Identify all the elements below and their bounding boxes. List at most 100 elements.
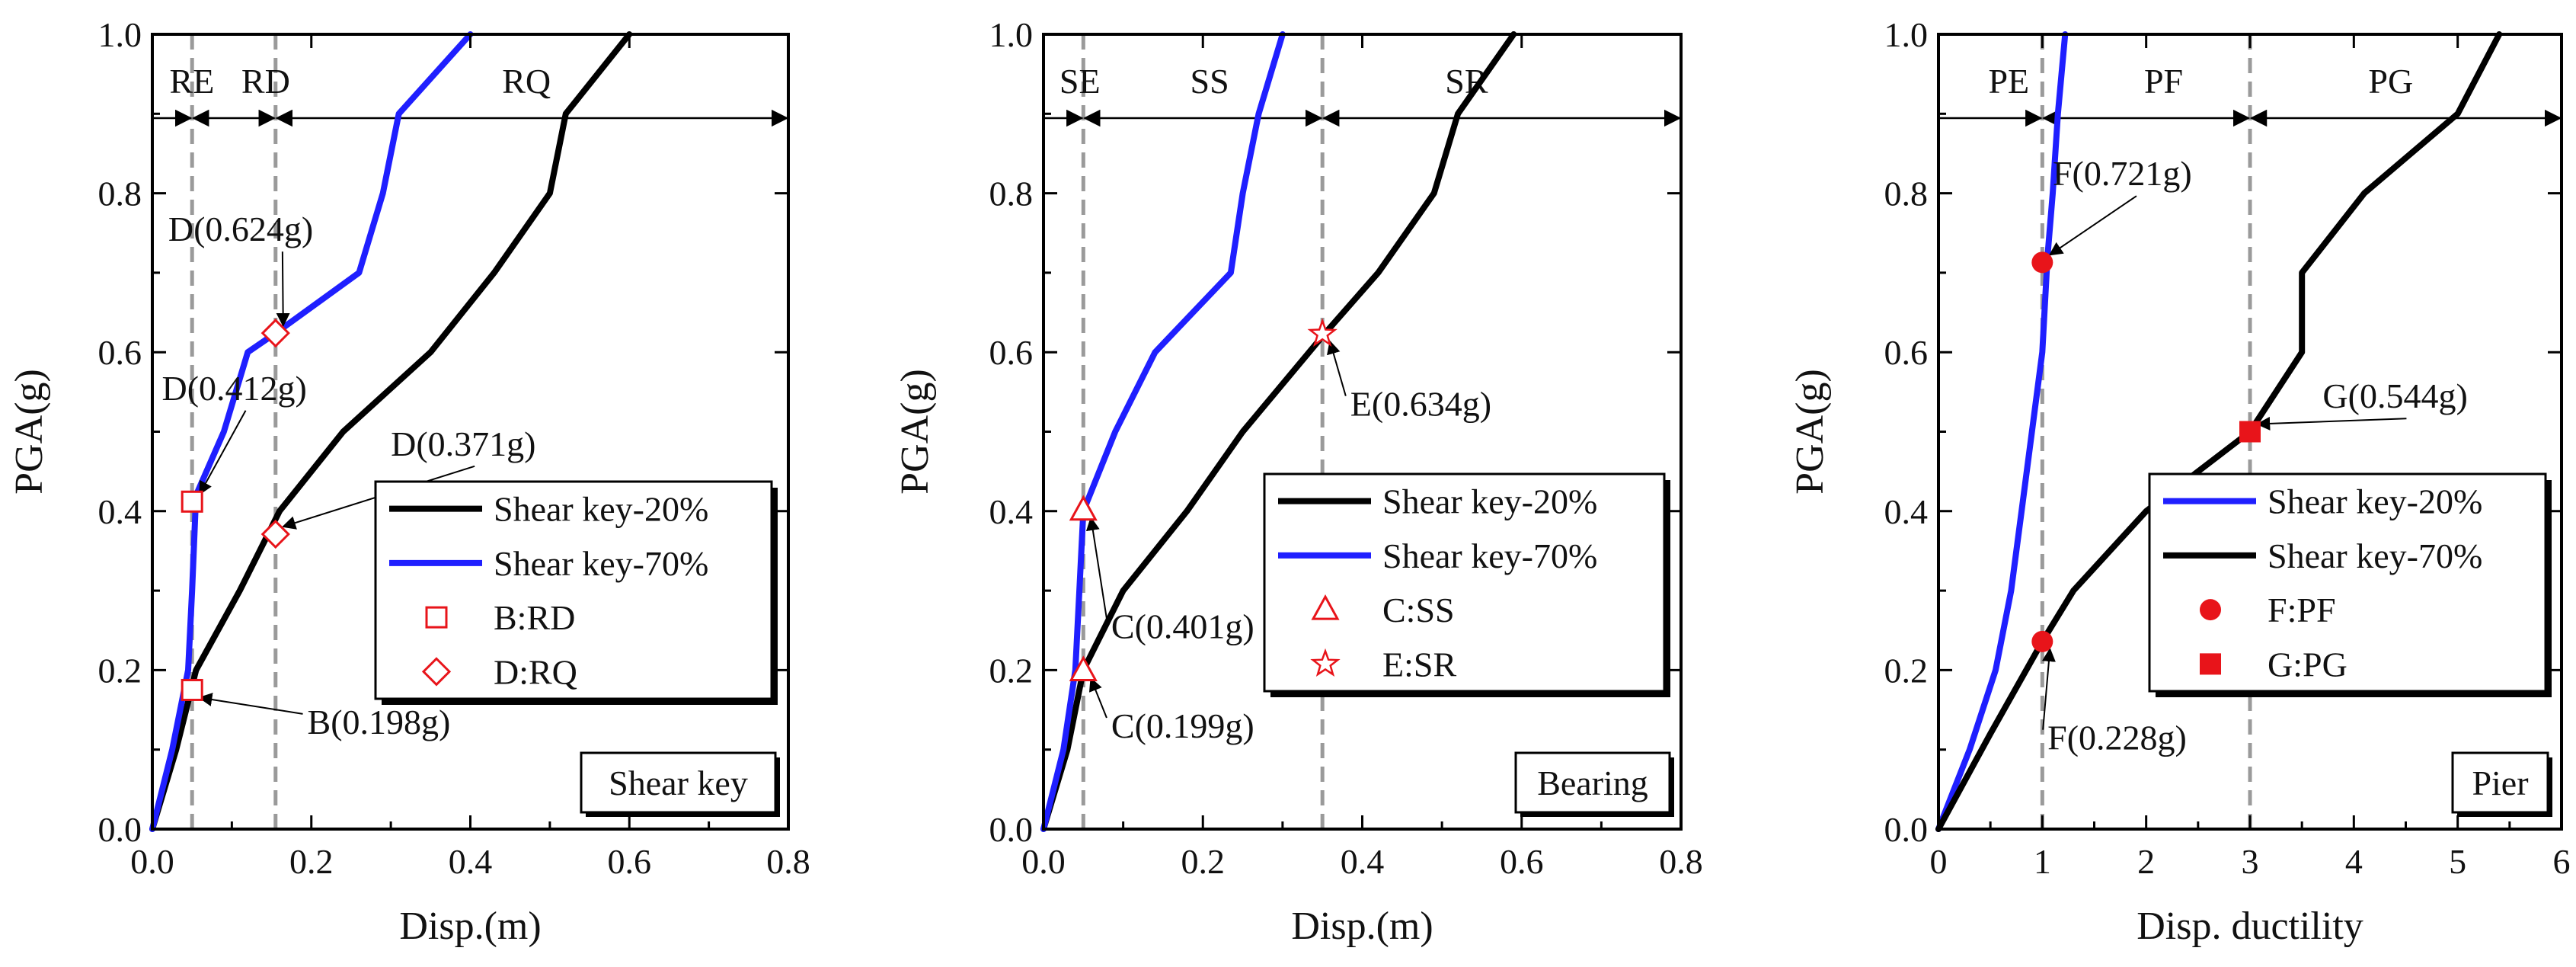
series-line-1 bbox=[1935, 31, 2069, 832]
legend-label-3: F:PF bbox=[2268, 591, 2336, 629]
legend-label-3: B:RD bbox=[494, 598, 575, 637]
legend-box bbox=[1263, 472, 1666, 693]
annotation-label-3: E(0.634g) bbox=[1350, 385, 1491, 424]
y-axis-label: PGA(g) bbox=[893, 369, 937, 495]
zone-label-3: PG bbox=[2368, 62, 2413, 101]
y-tick-label: 0.8 bbox=[989, 175, 1034, 213]
legend-label-3: C:SS bbox=[1382, 591, 1455, 629]
zone-label-2: RD bbox=[241, 62, 290, 101]
series-line-1 bbox=[1040, 31, 1517, 832]
chart-panel-3: PE PF PG F(0.721g) G(0.544g) F(0.228g) 0.0 0.2 0… bbox=[1788, 15, 2571, 948]
legend: Shear key-20% Shear key-70% C:SS E:SR bbox=[1263, 472, 1670, 697]
legend-marker-3 bbox=[1311, 594, 1340, 620]
annotation-label-2: G(0.544g) bbox=[2322, 376, 2467, 415]
annotation-arrow-3 bbox=[2041, 648, 2056, 730]
annotation-label-4: B(0.198g) bbox=[308, 703, 451, 741]
annotation-label-1: F(0.721g) bbox=[2053, 154, 2192, 193]
data-marker-3 bbox=[1307, 318, 1338, 347]
annotation-label-2: D(0.412g) bbox=[162, 369, 307, 408]
x-axis-label: Disp.(m) bbox=[399, 905, 541, 948]
y-tick-label: 0.0 bbox=[989, 810, 1034, 849]
legend-marker-4 bbox=[1310, 648, 1341, 677]
zone-label-1: SE bbox=[1059, 62, 1101, 101]
y-tick-label: 0.8 bbox=[98, 175, 142, 213]
legend-label-4: D:RQ bbox=[494, 652, 577, 691]
zone-label-3: RQ bbox=[502, 62, 551, 101]
legend-label-4: E:SR bbox=[1382, 645, 1456, 684]
series-line-2 bbox=[1935, 31, 2503, 832]
x-tick-label: 0.6 bbox=[608, 842, 652, 881]
panel-tag-label: Pier bbox=[2472, 764, 2528, 802]
legend-label-1: Shear key-20% bbox=[1382, 482, 1597, 521]
y-tick-label: 0.2 bbox=[1884, 651, 1929, 690]
x-tick-label: 0.2 bbox=[289, 842, 334, 881]
y-tick-label: 0.8 bbox=[1884, 175, 1929, 213]
legend-marker-3 bbox=[2200, 599, 2221, 621]
y-tick-label: 1.0 bbox=[1884, 15, 1929, 54]
data-marker-3 bbox=[260, 519, 290, 549]
y-tick-label: 0.4 bbox=[1884, 492, 1929, 531]
annotation-arrow-3 bbox=[1327, 340, 1347, 396]
y-tick-label: 0.0 bbox=[98, 810, 142, 849]
annotation-arrow-1 bbox=[2048, 195, 2137, 256]
panel-tag-box bbox=[580, 751, 777, 814]
annotation-arrow-4 bbox=[198, 693, 303, 715]
y-axis-label: PGA(g) bbox=[1788, 369, 1832, 495]
x-axis-label: Disp. ductility bbox=[2137, 905, 2363, 948]
annotation-label-2: C(0.199g) bbox=[1111, 706, 1254, 745]
zone-label-2: PF bbox=[2144, 62, 2183, 101]
x-tick-label: 3 bbox=[2242, 842, 2259, 881]
x-tick-label: 0.4 bbox=[1341, 842, 1385, 881]
annotation-arrow-2 bbox=[1088, 677, 1107, 719]
x-tick-label: 0.8 bbox=[766, 842, 810, 881]
legend-label-2: Shear key-70% bbox=[2268, 536, 2482, 575]
x-tick-label: 0 bbox=[1930, 842, 1948, 881]
x-tick-label: 5 bbox=[2449, 842, 2466, 881]
data-marker-2 bbox=[1069, 495, 1098, 521]
y-tick-label: 0.4 bbox=[98, 492, 142, 531]
legend-label-1: Shear key-20% bbox=[2268, 482, 2482, 521]
x-axis-label: Disp.(m) bbox=[1291, 905, 1433, 948]
annotation-arrow-2 bbox=[199, 410, 247, 495]
data-marker-3 bbox=[2239, 421, 2261, 443]
y-tick-label: 0.4 bbox=[989, 492, 1034, 531]
annotation-label-3: F(0.228g) bbox=[2047, 719, 2187, 757]
data-marker-1 bbox=[181, 678, 203, 701]
legend-label-4: G:PG bbox=[2268, 645, 2347, 684]
zone-label-1: RE bbox=[170, 62, 215, 101]
x-tick-label: 2 bbox=[2137, 842, 2155, 881]
panel-tag-label: Shear key bbox=[609, 764, 748, 802]
y-tick-label: 1.0 bbox=[98, 15, 142, 54]
annotation-arrow-1 bbox=[1085, 516, 1107, 619]
annotation-label-1: D(0.624g) bbox=[168, 210, 313, 248]
y-tick-label: 0.6 bbox=[1884, 333, 1929, 372]
y-tick-label: 1.0 bbox=[989, 15, 1034, 54]
legend-marker-4 bbox=[421, 657, 452, 687]
x-tick-label: 0.2 bbox=[1181, 842, 1226, 881]
x-tick-label: 4 bbox=[2345, 842, 2363, 881]
y-tick-label: 0.2 bbox=[98, 651, 142, 690]
annotation-arrow-2 bbox=[2256, 416, 2407, 431]
panel-tag-box bbox=[1514, 751, 1671, 814]
legend-label-2: Shear key-70% bbox=[1382, 536, 1597, 575]
legend: Shear key-20% Shear key-70% B:RD D:RQ bbox=[374, 480, 778, 705]
legend-marker-4 bbox=[2200, 653, 2221, 675]
chart-panel-1: RE RD RQ D(0.624g) D(0.412g) D(0.371g) B(0.198… bbox=[8, 15, 810, 948]
data-marker-2 bbox=[2031, 630, 2053, 652]
legend-marker-3 bbox=[425, 606, 448, 629]
legend-label-1: Shear key-20% bbox=[494, 490, 708, 529]
data-marker-2 bbox=[181, 490, 203, 513]
x-tick-label: 1 bbox=[2034, 842, 2051, 881]
x-tick-label: 0.4 bbox=[449, 842, 493, 881]
annotation-label-1: C(0.401g) bbox=[1111, 607, 1254, 646]
zone-label-2: SS bbox=[1191, 62, 1229, 101]
data-marker-1 bbox=[1069, 655, 1098, 681]
data-marker-1 bbox=[2031, 251, 2053, 274]
series-line-2 bbox=[1040, 31, 1286, 832]
x-tick-label: 0.8 bbox=[1659, 842, 1703, 881]
x-tick-label: 0.0 bbox=[1021, 842, 1066, 881]
legend: Shear key-20% Shear key-70% F:PF G:PG bbox=[2148, 472, 2552, 697]
zone-label-1: PE bbox=[1988, 62, 2029, 101]
x-tick-label: 6 bbox=[2553, 842, 2571, 881]
